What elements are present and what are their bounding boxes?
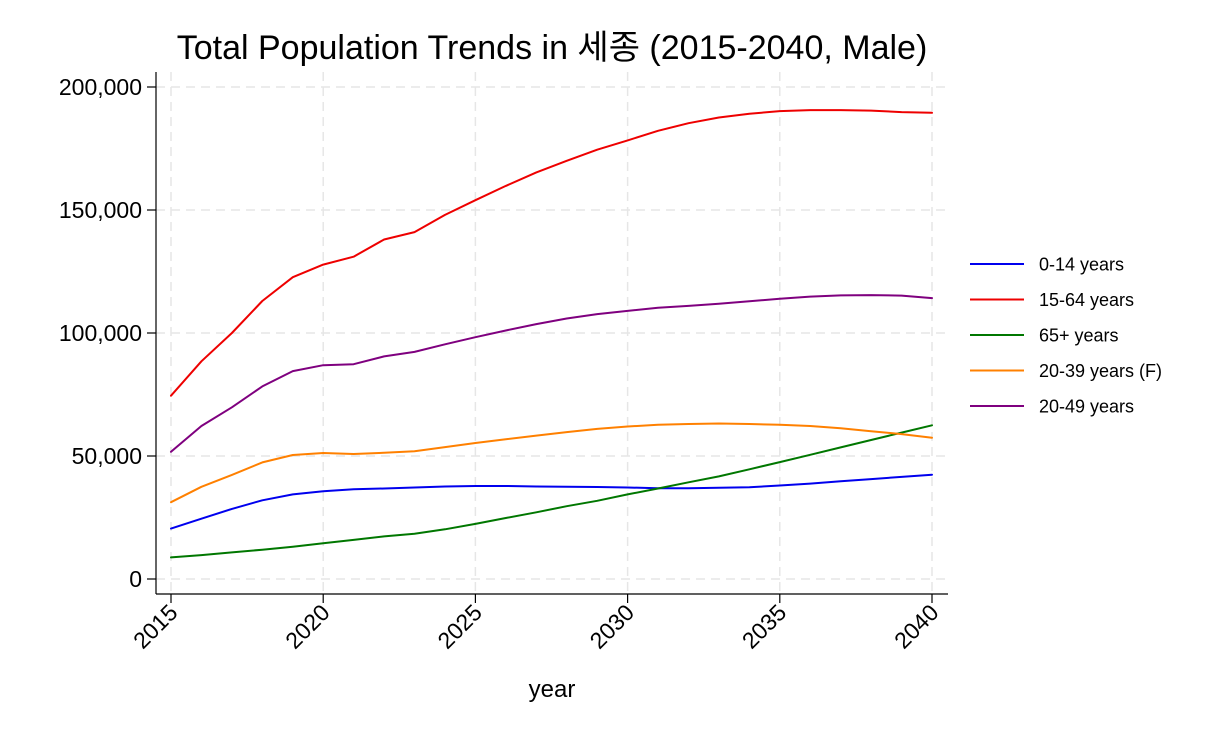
series-line-0: [170, 473, 933, 530]
series-line-2: [170, 424, 933, 559]
grid-lines: [156, 72, 948, 594]
legend-label-2: 65+ years: [1039, 326, 1119, 346]
data-series: [170, 109, 933, 559]
legend-label-4: 20-49 years: [1039, 397, 1134, 417]
series-line-1: [170, 109, 933, 397]
series-line-4: [170, 294, 933, 453]
chart-title: Total Population Trends in 세종 (2015-2040…: [177, 29, 928, 67]
series-line-3: [170, 422, 933, 504]
legend-item-4: 20-49 years: [970, 397, 1134, 417]
legend-label-0: 0-14 years: [1039, 255, 1124, 275]
legend-item-1: 15-64 years: [970, 290, 1134, 310]
y-tick-label-2: 100,000: [59, 320, 142, 346]
legend: 0-14 years 15-64 years 65+ years 20-39 year…: [970, 255, 1162, 417]
x-axis-label: year: [529, 676, 576, 703]
y-tick-label-0: 0: [129, 566, 142, 592]
legend-item-0: 0-14 years: [970, 255, 1124, 275]
y-tick-label-4: 200,000: [59, 74, 142, 100]
legend-label-3: 20-39 years (F): [1039, 361, 1162, 381]
legend-item-2: 65+ years: [970, 326, 1119, 346]
legend-item-3: 20-39 years (F): [970, 361, 1162, 381]
y-tick-label-1: 50,000: [72, 443, 142, 469]
y-tick-label-3: 150,000: [59, 197, 142, 223]
legend-label-1: 15-64 years: [1039, 290, 1134, 310]
